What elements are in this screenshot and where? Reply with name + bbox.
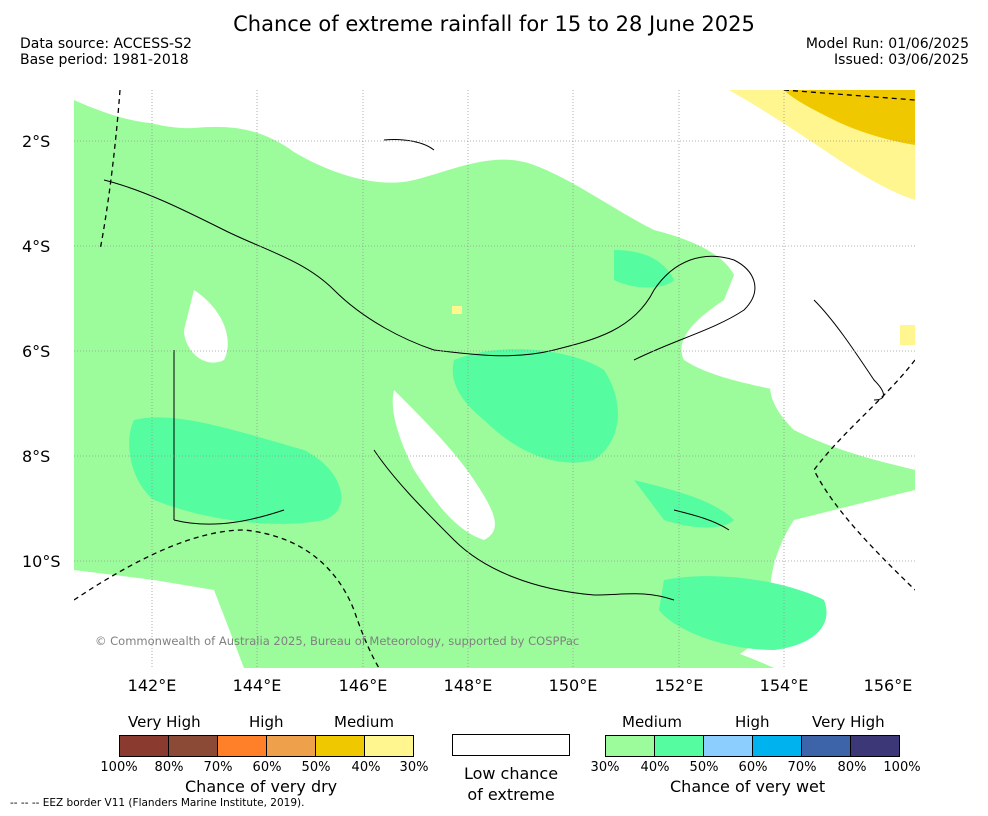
swatch-dry-40-30 bbox=[364, 735, 414, 757]
legend-dry-tick: 70% bbox=[203, 760, 233, 775]
swatch-dry-100-80 bbox=[119, 735, 169, 757]
lat-label: 8°S bbox=[22, 447, 51, 466]
dry-patch-center bbox=[452, 306, 462, 314]
map-canvas bbox=[74, 90, 915, 668]
wet-high-center bbox=[452, 349, 618, 463]
wet-high-west bbox=[129, 417, 342, 524]
map-title: Chance of extreme rainfall for 15 to 28 … bbox=[233, 12, 755, 36]
legend-wet-tick: 50% bbox=[689, 760, 719, 775]
low-chance-central bbox=[184, 290, 228, 363]
meta-left: Data source: ACCESS-S2 Base period: 1981… bbox=[20, 36, 192, 68]
legend-low-line1: Low chance bbox=[463, 764, 559, 783]
lon-label: 150°E bbox=[548, 676, 598, 695]
model-run: Model Run: 01/06/2025 bbox=[805, 36, 969, 52]
swatch-wet-70-80 bbox=[801, 735, 851, 757]
graticule bbox=[74, 90, 915, 668]
low-chance-north bbox=[74, 90, 454, 131]
legend-dry-tick: 60% bbox=[252, 760, 282, 775]
legend-wet: Medium High Very High bbox=[605, 713, 902, 757]
wet-high-mid bbox=[614, 250, 674, 288]
swatch-wet-50-60 bbox=[703, 735, 753, 757]
swatch-wet-40-50 bbox=[654, 735, 704, 757]
legend-wet-tick: 80% bbox=[837, 760, 867, 775]
low-chance-river bbox=[392, 390, 495, 540]
legend-wet-tick: 40% bbox=[640, 760, 670, 775]
legend-dry-tick: 40% bbox=[351, 760, 381, 775]
swatch-wet-30-40 bbox=[605, 735, 655, 757]
rainfall-map[interactable] bbox=[74, 90, 915, 668]
low-chance-se bbox=[774, 560, 915, 668]
legend-dry-very-high: Very High bbox=[128, 713, 201, 731]
eez-borders bbox=[74, 90, 915, 668]
wet-high-south bbox=[659, 576, 827, 650]
legend-wet-medium: Medium bbox=[622, 713, 682, 731]
legend-dry-tick: 50% bbox=[301, 760, 331, 775]
legend-dry-tick: 80% bbox=[154, 760, 184, 775]
swatch-wet-80-100 bbox=[850, 735, 900, 757]
swatch-dry-50-40 bbox=[315, 735, 365, 757]
lat-label: 4°S bbox=[22, 237, 51, 256]
swatch-dry-70-60 bbox=[217, 735, 267, 757]
swatch-wet-60-70 bbox=[752, 735, 802, 757]
meta-right: Model Run: 01/06/2025 Issued: 03/06/2025 bbox=[806, 36, 969, 68]
base-period: Base period: 1981-2018 bbox=[20, 52, 189, 68]
legend-low-line2: of extreme bbox=[467, 785, 555, 804]
lon-label: 148°E bbox=[443, 676, 493, 695]
lat-label: 6°S bbox=[22, 342, 51, 361]
wet-high-se bbox=[634, 480, 734, 528]
lon-label: 144°E bbox=[232, 676, 282, 695]
legend-wet-tick: 30% bbox=[590, 760, 620, 775]
lon-label: 146°E bbox=[338, 676, 388, 695]
swatch-low-chance bbox=[452, 734, 570, 756]
legend-dry-tick: 100% bbox=[100, 760, 138, 775]
legend-wet-tick: 70% bbox=[787, 760, 817, 775]
legend-wet-very-high: Very High bbox=[812, 713, 885, 731]
eez-note: -- -- -- EEZ border V11 (Flanders Marine… bbox=[10, 797, 305, 809]
legend-wet-caption: Chance of very wet bbox=[670, 777, 826, 796]
data-source: Data source: ACCESS-S2 bbox=[20, 36, 192, 52]
legend-wet-tick: 100% bbox=[883, 760, 921, 775]
legend-dry: Very High High Medium bbox=[119, 713, 416, 757]
coastline bbox=[103, 179, 756, 601]
copyright-notice: © Commonwealth of Australia 2025, Bureau… bbox=[95, 634, 580, 648]
low-chance-sw bbox=[74, 570, 244, 668]
lon-label: 142°E bbox=[127, 676, 177, 695]
legend-low-caption: Low chance of extreme bbox=[440, 763, 582, 805]
lat-label: 10°S bbox=[22, 552, 61, 571]
legend-dry-medium: Medium bbox=[334, 713, 394, 731]
issued-date: Issued: 03/06/2025 bbox=[834, 52, 969, 68]
lon-label: 154°E bbox=[759, 676, 809, 695]
legend-dry-high: High bbox=[249, 713, 284, 731]
low-chance-east bbox=[770, 370, 915, 470]
lon-label: 152°E bbox=[654, 676, 704, 695]
legend-wet-tick: 60% bbox=[738, 760, 768, 775]
legend-dry-caption: Chance of very dry bbox=[185, 777, 338, 796]
swatch-dry-80-70 bbox=[168, 735, 218, 757]
lon-label: 156°E bbox=[863, 676, 913, 695]
legend-dry-tick: 30% bbox=[399, 760, 429, 775]
swatch-dry-60-50 bbox=[266, 735, 316, 757]
legend-wet-high: High bbox=[735, 713, 770, 731]
lat-label: 2°S bbox=[22, 132, 51, 151]
dry-high-ne bbox=[784, 90, 915, 145]
dry-patch-east bbox=[900, 325, 915, 345]
